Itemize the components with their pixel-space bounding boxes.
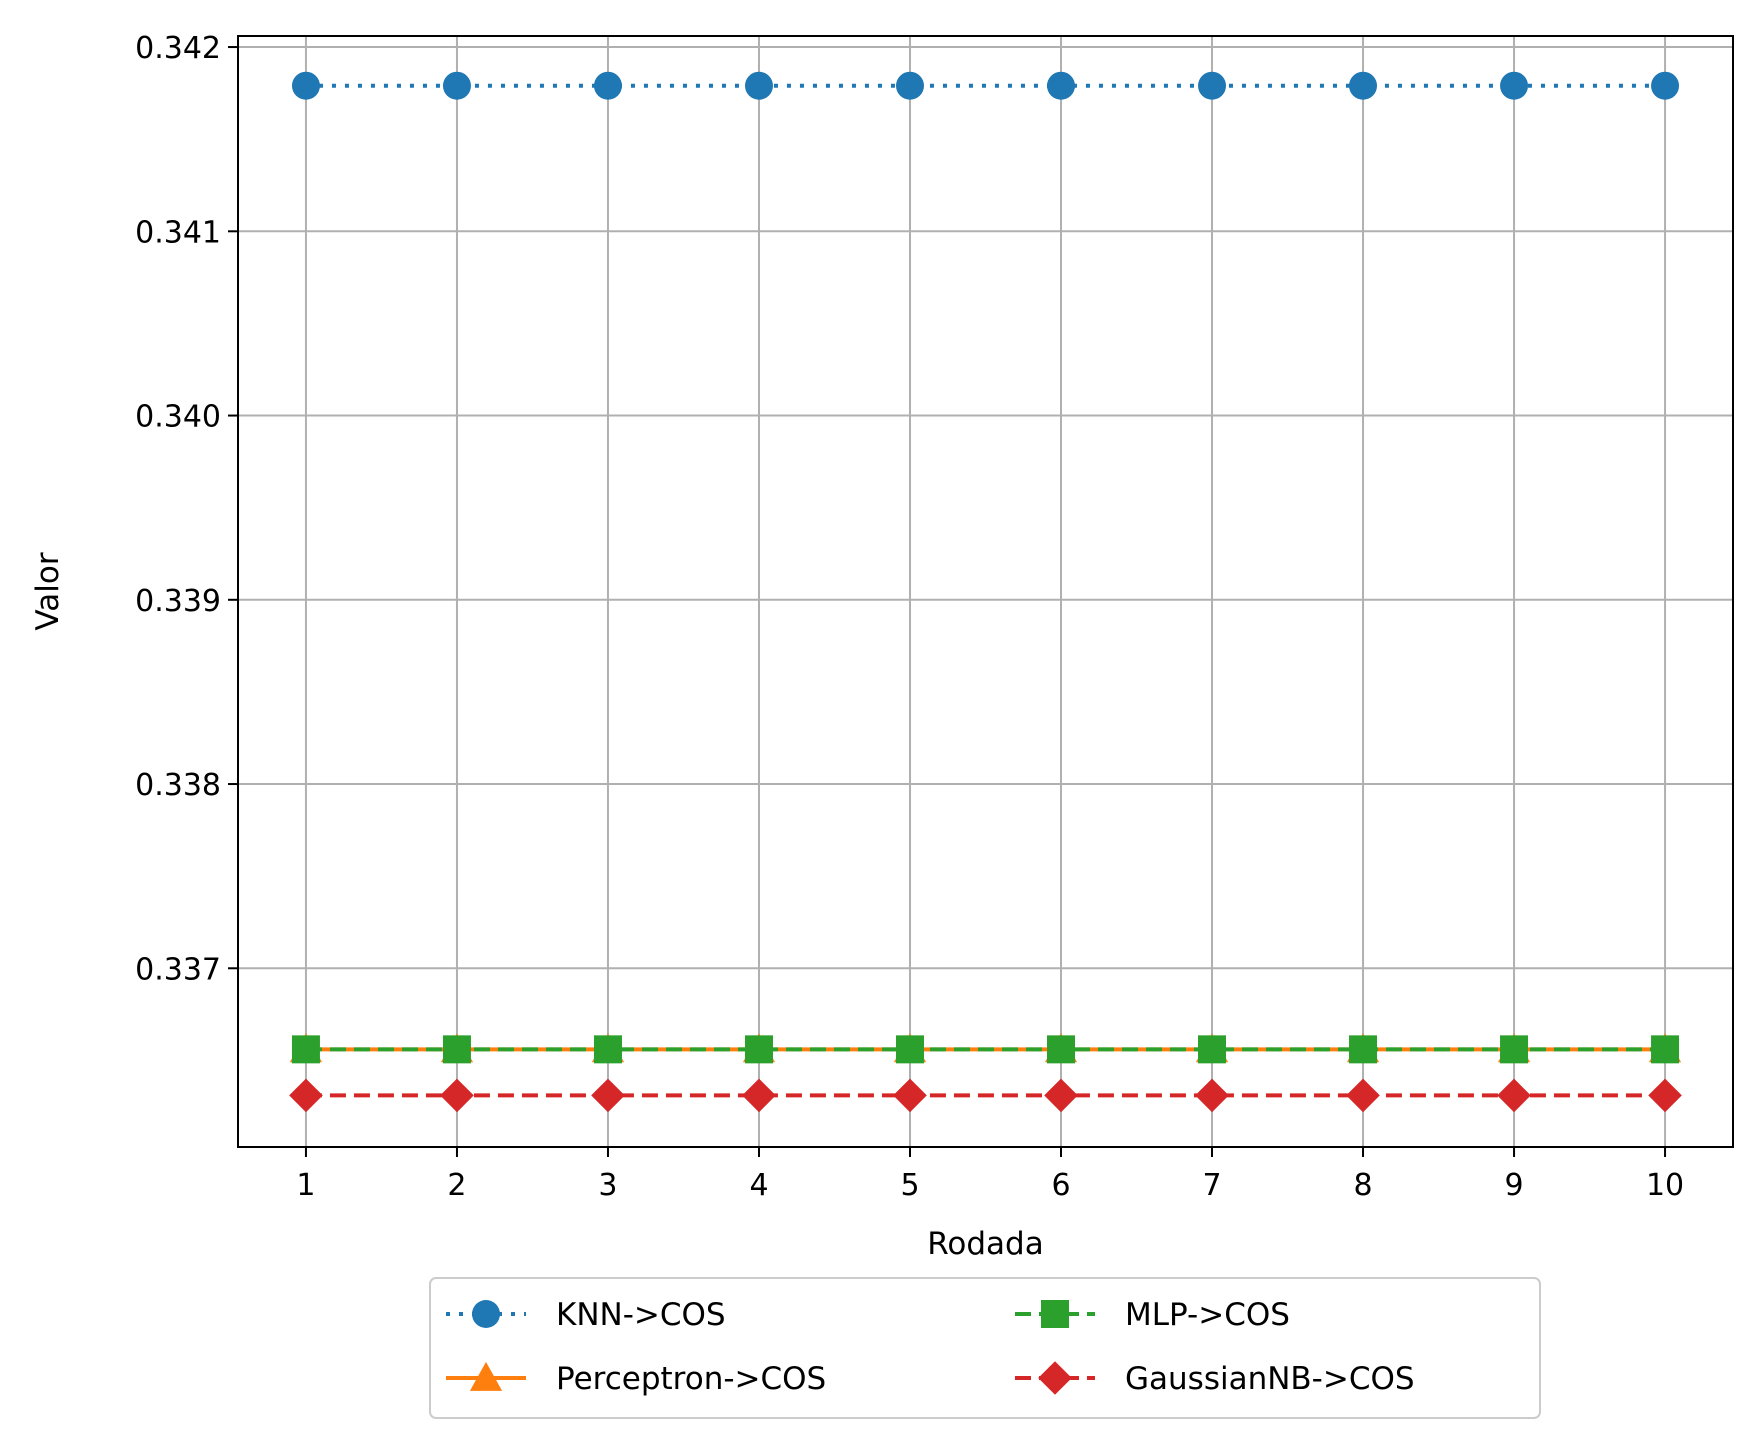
- legend-items: KNN->COS MLP->COS Perceptron->COS GaussianN…: [446, 1297, 1415, 1397]
- x-tick-label: 1: [296, 1168, 315, 1203]
- y-tick-label: 0.339: [135, 584, 221, 619]
- legend-marker: [1038, 1361, 1072, 1395]
- legend-label: GaussianNB->COS: [1125, 1361, 1415, 1397]
- data-point: [1198, 1035, 1227, 1064]
- data-point: [440, 1078, 474, 1113]
- data-point: [1349, 71, 1378, 100]
- data-point: [291, 71, 320, 100]
- legend-item: MLP->COS: [1015, 1297, 1290, 1333]
- data-point: [1651, 1035, 1680, 1064]
- axis-ticks: 1 2 3 4 5 6 7 8 9 10 0.337 0.338 0.339 0.340 0.341 0.34…: [135, 31, 1684, 1203]
- data-point: [742, 1078, 776, 1113]
- legend-item: Perceptron->COS: [446, 1361, 826, 1397]
- x-tick-label: 8: [1353, 1168, 1372, 1203]
- x-axis-label: Rodada: [927, 1226, 1043, 1262]
- y-tick-label: 0.338: [135, 768, 221, 803]
- legend: KNN->COS MLP->COS Perceptron->COS GaussianN…: [429, 1277, 1541, 1419]
- x-tick-label: 10: [1646, 1168, 1684, 1203]
- data-point: [1047, 1035, 1076, 1064]
- data-point: [1195, 1078, 1229, 1113]
- data-point: [1349, 1035, 1378, 1064]
- legend-marker: [1041, 1300, 1069, 1328]
- y-axis-label: Valor: [30, 552, 66, 630]
- series-gaussiannb-cos: [289, 1078, 1682, 1113]
- grid-lines: [238, 36, 1733, 1147]
- legend-label: MLP->COS: [1125, 1297, 1290, 1333]
- data-point: [744, 1035, 773, 1064]
- data-point: [895, 71, 924, 100]
- series-layer: [289, 71, 1682, 1113]
- x-tick-label: 7: [1202, 1168, 1221, 1203]
- data-point: [744, 71, 773, 100]
- x-tick-label: 2: [447, 1168, 466, 1203]
- x-tick-label: 6: [1051, 1168, 1070, 1203]
- legend-label: KNN->COS: [556, 1297, 726, 1333]
- data-point: [1497, 1078, 1531, 1113]
- legend-label: Perceptron->COS: [556, 1361, 826, 1397]
- plot-area-frame: [237, 35, 1734, 1148]
- data-point: [895, 1035, 924, 1064]
- data-point: [1044, 1078, 1078, 1113]
- data-point: [442, 1035, 471, 1064]
- series-mlp-cos: [291, 1035, 1680, 1064]
- data-point: [1500, 71, 1529, 100]
- y-tick-label: 0.342: [135, 31, 221, 66]
- y-tick-label: 0.337: [135, 952, 221, 987]
- data-point: [442, 71, 471, 100]
- y-tick-label: 0.341: [135, 215, 221, 250]
- data-point: [593, 71, 622, 100]
- y-tick-label: 0.340: [135, 400, 221, 435]
- legend-marker: [472, 1300, 500, 1328]
- data-point: [1047, 71, 1076, 100]
- x-tick-label: 4: [749, 1168, 768, 1203]
- data-point: [893, 1078, 927, 1113]
- x-tick-label: 5: [900, 1168, 919, 1203]
- data-point: [593, 1035, 622, 1064]
- x-tick-label: 3: [598, 1168, 617, 1203]
- x-tick-label: 9: [1504, 1168, 1523, 1203]
- data-point: [1648, 1078, 1682, 1113]
- data-point: [1500, 1035, 1529, 1064]
- data-point: [1198, 71, 1227, 100]
- legend-item: KNN->COS: [446, 1297, 726, 1333]
- legend-box: [429, 1277, 1541, 1419]
- data-point: [291, 1035, 320, 1064]
- legend-marker: [469, 1361, 503, 1391]
- legend-item: GaussianNB->COS: [1015, 1361, 1415, 1397]
- data-point: [289, 1078, 323, 1113]
- data-point: [1651, 71, 1680, 100]
- data-point: [1346, 1078, 1380, 1113]
- series-knn-cos: [291, 71, 1680, 100]
- data-point: [591, 1078, 625, 1113]
